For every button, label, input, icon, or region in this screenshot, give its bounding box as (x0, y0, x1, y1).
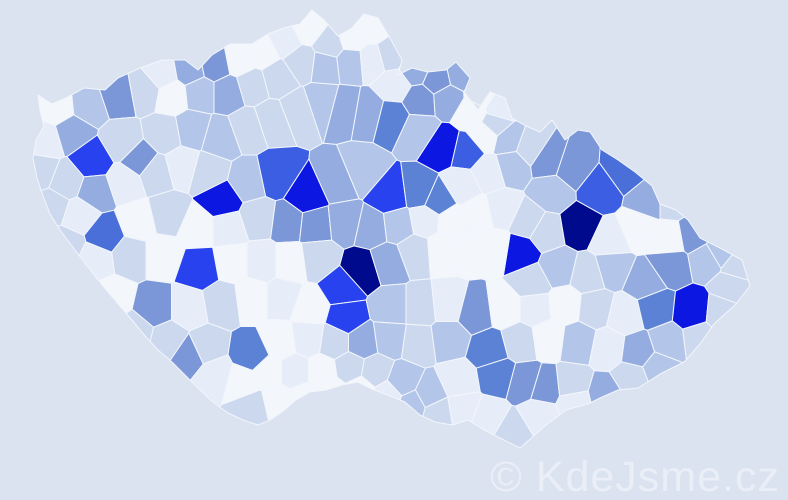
map-region[interactable] (642, 351, 684, 382)
map-region[interactable] (336, 48, 364, 87)
map-region[interactable] (453, 229, 482, 281)
map-region[interactable] (405, 278, 437, 327)
map-region[interactable] (399, 389, 426, 417)
map-region[interactable] (246, 238, 277, 284)
map-region[interactable] (427, 232, 458, 280)
map-region[interactable] (289, 381, 319, 404)
map-region[interactable] (345, 375, 376, 391)
map-region[interactable] (219, 389, 270, 426)
map-region[interactable] (647, 320, 687, 364)
map-region[interactable] (290, 321, 325, 359)
map-region[interactable] (234, 276, 268, 327)
map-region[interactable] (682, 321, 713, 360)
map-region[interactable] (310, 51, 341, 86)
map-region[interactable] (555, 390, 592, 416)
map-region[interactable] (659, 203, 685, 222)
map-region[interactable] (671, 282, 710, 330)
map-region[interactable] (531, 318, 566, 365)
map-region[interactable] (598, 146, 645, 197)
map-region[interactable] (261, 383, 293, 422)
map-region[interactable] (316, 376, 346, 392)
map-region[interactable] (57, 224, 87, 257)
